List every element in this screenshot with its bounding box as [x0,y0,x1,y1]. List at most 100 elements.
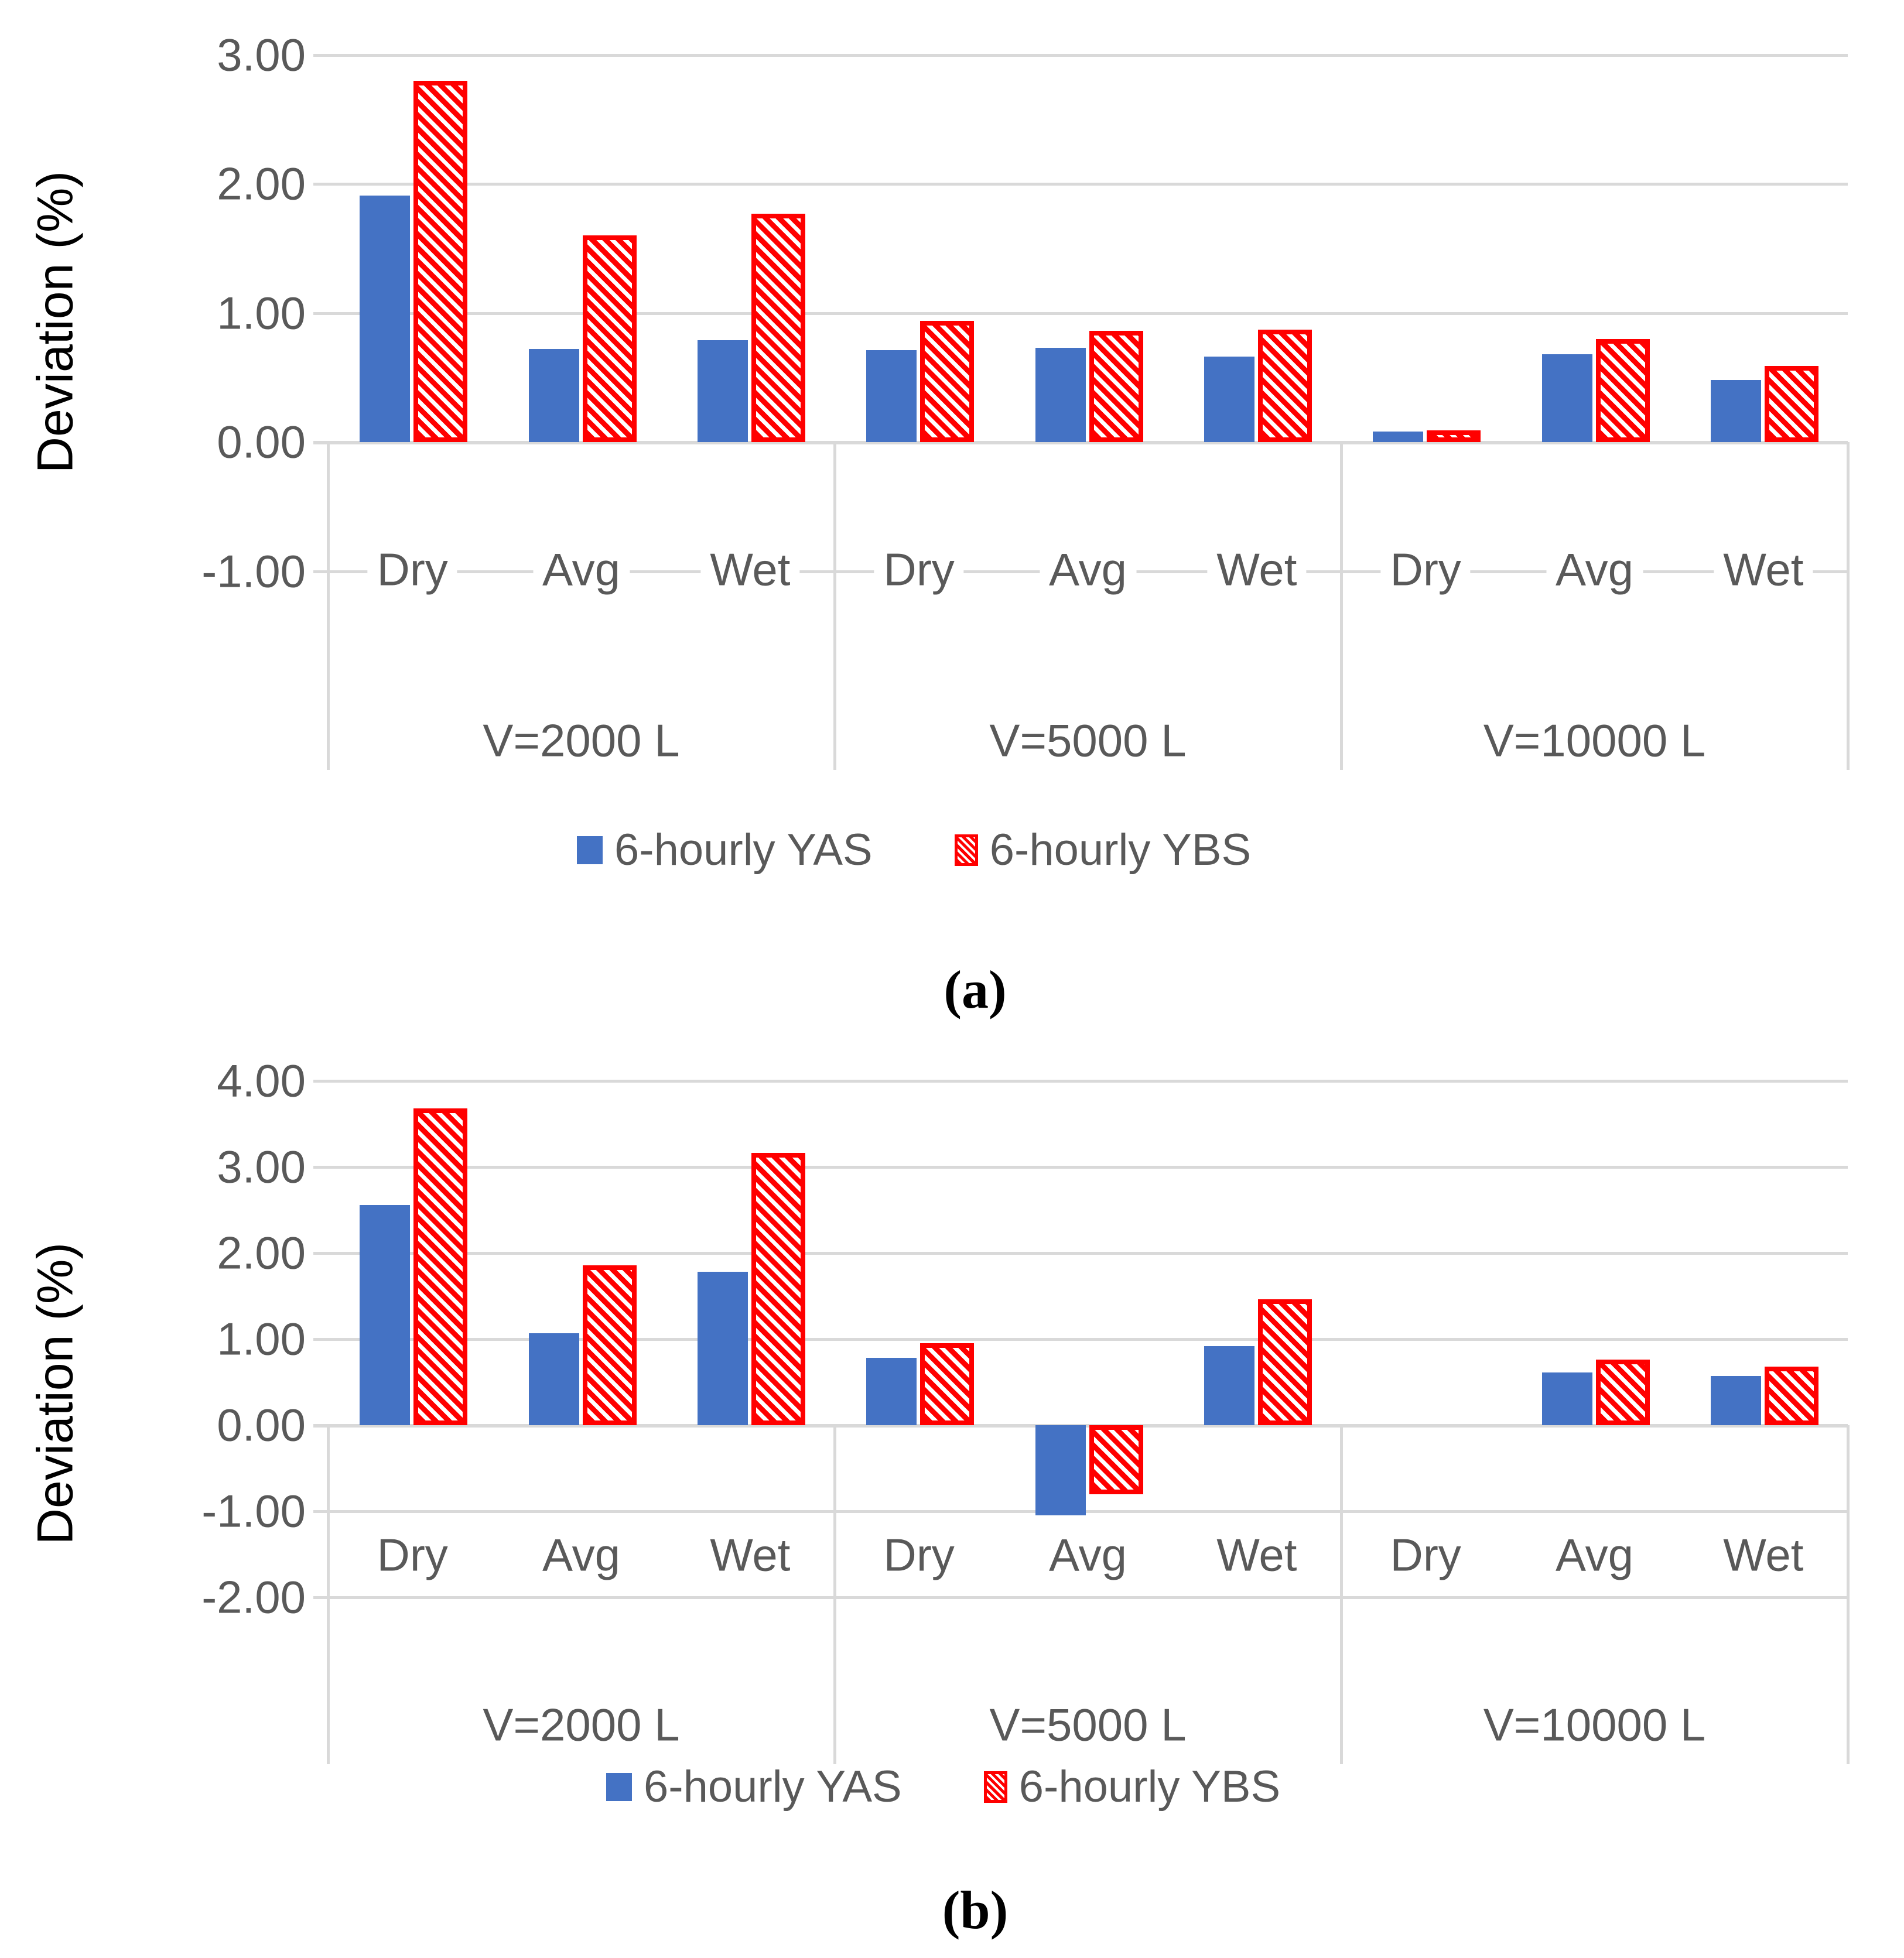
gridline-y-0.00 [313,441,1848,444]
y-tick-label: 3.00 [217,29,306,80]
bar-yas-Wet [1204,1346,1254,1425]
group-separator [1847,1425,1850,1764]
category-label-Dry: Dry [1380,543,1471,597]
group-label: V=2000 L [483,1699,680,1751]
bar-yas-Dry [866,1358,917,1425]
category-label-Avg: Avg [533,543,630,597]
group-separator [833,442,836,770]
bar-yas-Wet [1710,1376,1761,1425]
yas-series-swatch-icon [577,836,603,864]
ybs-series-swatch-icon [954,834,978,866]
category-label-Avg: Avg [1040,1528,1136,1582]
category-label-Wet: Wet [1714,543,1813,597]
bar-ybs-Wet [1764,365,1818,442]
bar-ybs-Dry [920,1343,975,1425]
bar-yas-Dry [360,1204,411,1425]
group-label: V=10000 L [1483,714,1706,766]
category-label-Avg: Avg [1546,1528,1643,1582]
legend-item-yas: 6-hourly YAS [577,824,873,875]
chart-b-legend: 6-hourly YAS 6-hourly YBS [606,1761,1280,1812]
group-label: V=10000 L [1483,1699,1706,1751]
category-label-Avg: Avg [533,1528,630,1582]
gridline-y--2.00 [313,1596,1848,1599]
gridline-y-4.00 [313,1080,1848,1083]
category-label-Dry: Dry [874,543,964,597]
y-tick-label: -2.00 [201,1571,306,1623]
bar-ybs-Dry [413,80,468,442]
y-tick-label: 4.00 [217,1055,306,1107]
category-label-Wet: Wet [1714,1528,1813,1582]
bar-yas-Avg [528,349,579,442]
bar-yas-Dry [360,195,411,442]
category-label-Wet: Wet [700,543,800,597]
gridline-y-2.00 [313,1252,1848,1255]
y-tick-label: 1.00 [217,1313,306,1365]
gridline-y-3.00 [313,1166,1848,1169]
bar-ybs-Avg [582,235,637,442]
bar-yas-Avg [1541,354,1592,442]
group-label: V=5000 L [989,1699,1187,1751]
bar-ybs-Avg [1595,338,1650,442]
caption-a: (a) [944,960,1007,1019]
legend-label-ybs: 6-hourly YBS [1018,1762,1281,1812]
category-label-Avg: Avg [1546,543,1643,597]
gridline-y-3.00 [313,53,1848,57]
category-label-Dry: Dry [367,1528,457,1582]
bar-yas-Wet [1710,380,1761,442]
gridline-y-1.00 [313,312,1848,315]
group-label: V=5000 L [989,714,1187,766]
group-separator [327,1425,330,1764]
bar-yas-Wet [1204,357,1254,442]
bar-ybs-Dry [1427,430,1481,442]
caption-b: (b) [942,1880,1009,1940]
bar-yas-Wet [697,1272,748,1425]
category-label-Wet: Wet [700,1528,800,1582]
bar-yas-Wet [697,340,748,442]
category-label-Dry: Dry [874,1528,964,1582]
bar-yas-Avg [1541,1372,1592,1425]
y-tick-label: 0.00 [217,416,306,468]
gridline-y-1.00 [313,1338,1848,1341]
bar-ybs-Dry [920,320,975,442]
bar-ybs-Avg [1089,331,1143,442]
bar-ybs-Wet [1257,330,1312,442]
group-separator [327,442,330,770]
category-label-Wet: Wet [1207,543,1307,597]
category-label-Wet: Wet [1207,1528,1307,1582]
group-separator [1340,442,1343,770]
y-tick-label: 2.00 [217,1227,306,1279]
category-label-Dry: Dry [367,543,457,597]
y-tick-label: 1.00 [217,287,306,338]
yas-series-swatch-icon [606,1772,632,1801]
legend-label-yas: 6-hourly YAS [614,825,873,875]
bar-ybs-Wet [751,213,805,442]
bar-ybs-Wet [1257,1299,1312,1425]
chart-a-legend: 6-hourly YAS 6-hourly YBS [577,824,1251,875]
bar-yas-Avg [1035,348,1086,442]
category-label-Avg: Avg [1040,543,1136,597]
bar-ybs-Avg [1089,1425,1143,1494]
bar-ybs-Dry [413,1108,468,1425]
y-tick-label: 3.00 [217,1141,306,1193]
y-tick-label: 2.00 [217,158,306,210]
bar-ybs-Wet [1764,1367,1818,1425]
bar-ybs-Avg [1595,1360,1650,1425]
group-separator [833,1425,836,1764]
bar-ybs-Avg [582,1265,637,1425]
legend-item-ybs: 6-hourly YBS [983,1761,1281,1812]
group-label: V=2000 L [483,714,680,766]
category-label-Dry: Dry [1380,1528,1471,1582]
bar-yas-Avg [528,1333,579,1425]
ybs-series-swatch-icon [983,1771,1007,1803]
legend-label-yas: 6-hourly YAS [644,1762,902,1812]
legend-item-ybs: 6-hourly YBS [954,824,1252,875]
bar-yas-Dry [1373,432,1424,442]
y-tick-label: 0.00 [217,1399,306,1451]
gridline-y-2.00 [313,183,1848,186]
y-tick-label: -1.00 [201,545,306,597]
legend-label-ybs: 6-hourly YBS [989,825,1252,875]
bar-yas-Avg [1035,1425,1086,1516]
legend-item-yas: 6-hourly YAS [606,1761,902,1812]
group-separator [1847,442,1850,770]
